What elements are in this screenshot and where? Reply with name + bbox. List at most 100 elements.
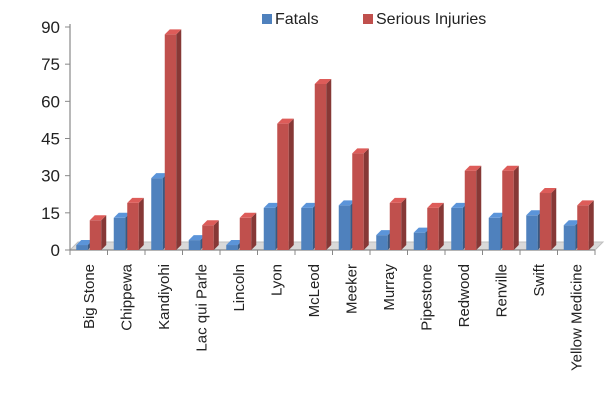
bar-side: [176, 29, 182, 250]
y-tick-label: 90: [41, 18, 60, 37]
y-tick-label: 15: [41, 204, 60, 223]
y-tick-label: 75: [41, 55, 60, 74]
bar-top: [151, 173, 168, 179]
y-tick-label: 60: [41, 92, 60, 111]
bar-top: [188, 235, 206, 241]
bar-top: [301, 202, 318, 208]
bar-serious-injuries: [577, 200, 594, 250]
bar-front: [277, 123, 289, 250]
legend-swatch-1: [363, 14, 373, 24]
bar-front: [202, 225, 214, 250]
y-tick-label: 0: [51, 241, 60, 260]
bar-side: [251, 212, 257, 250]
bar-top: [352, 148, 369, 154]
bar-front: [338, 205, 351, 250]
bar-serious-injuries: [202, 220, 219, 250]
bar-front: [263, 207, 276, 250]
bar-top: [577, 200, 594, 206]
bar-front: [502, 170, 514, 250]
bar-front: [413, 232, 426, 250]
bar-front: [526, 215, 538, 250]
bar-side: [438, 202, 444, 250]
bar-front: [563, 225, 576, 250]
bar-serious-injuries: [127, 197, 144, 250]
legend-label-0: Fatals: [275, 11, 319, 28]
bar-top: [427, 202, 444, 208]
bar-serious-injuries: [352, 148, 369, 250]
bar-front: [389, 202, 402, 250]
bar-serious-injuries: [464, 165, 482, 250]
bar-front: [301, 207, 313, 250]
bar-front: [488, 217, 501, 250]
bar-serious-injuries: [314, 78, 332, 250]
bar-top: [338, 200, 356, 206]
bar-front: [188, 240, 201, 250]
bar-serious-injuries: [164, 29, 182, 250]
x-category-label: Big Stone: [81, 264, 98, 329]
bar-serious-injuries: [389, 197, 407, 250]
x-category-label: Lac qui Parle: [193, 264, 210, 352]
legend-label-1: Serious Injuries: [376, 11, 486, 28]
bar-top: [539, 188, 557, 194]
y-tick-label: 45: [41, 130, 60, 149]
bar-front: [427, 207, 439, 250]
bar-top: [239, 212, 257, 218]
x-category-label: Kandiyohi: [156, 264, 173, 330]
bar-front: [164, 34, 177, 250]
bar-side: [288, 118, 294, 250]
bar-serious-injuries: [89, 215, 107, 250]
x-category-label: Yellow Medicine: [568, 264, 585, 371]
x-category-label: Redwood: [456, 264, 473, 327]
bar-top: [464, 165, 482, 171]
bar-top: [451, 202, 468, 208]
bar-front: [577, 205, 589, 250]
chart-floor: [68, 241, 605, 251]
bar-side: [138, 197, 144, 250]
bar-top: [563, 220, 581, 226]
x-category-label: Chippewa: [118, 263, 135, 330]
bar-front: [127, 202, 139, 250]
bar-front: [113, 217, 126, 250]
bar-top: [277, 118, 294, 124]
y-tick-labels: 0 15 30 45 60 75 90: [41, 18, 70, 260]
x-category-label: Swift: [531, 263, 548, 296]
legend: Fatals Serious Injuries: [262, 11, 486, 28]
bar-side: [101, 215, 107, 250]
bar-front: [451, 207, 463, 250]
bar-side: [513, 165, 519, 250]
bar-side: [476, 165, 482, 250]
bar-top: [413, 227, 431, 233]
bar-top: [263, 202, 281, 208]
bar-front: [239, 217, 252, 250]
bar-top: [89, 215, 107, 221]
bar-front: [151, 178, 163, 250]
x-category-label: McLeod: [306, 264, 323, 317]
bar-top: [202, 220, 219, 226]
bar-top: [314, 78, 332, 84]
bar-side: [588, 200, 594, 250]
bar-serious-injuries: [277, 118, 294, 250]
bar-side: [401, 197, 407, 250]
bar-top: [502, 165, 519, 171]
bar-front: [352, 153, 364, 250]
bar-side: [326, 78, 332, 250]
x-category-label: Murray: [381, 264, 398, 311]
bar-top: [488, 212, 506, 218]
bar-top: [113, 212, 131, 218]
x-category-label: Meeker: [343, 264, 360, 314]
bar-serious-injuries: [239, 212, 257, 250]
bar-side: [213, 220, 219, 250]
bar-top: [226, 240, 243, 246]
x-category-label: Renville: [493, 264, 510, 317]
bar-front: [539, 193, 552, 250]
y-tick-label: 30: [41, 167, 60, 186]
bar-top: [127, 197, 144, 203]
bar-side: [551, 188, 557, 250]
x-category-label: Lyon: [268, 264, 285, 296]
bar-front: [314, 83, 327, 250]
bar-front: [76, 245, 88, 250]
bar-top: [164, 29, 182, 35]
bar-side: [363, 148, 369, 250]
bar-serious-injuries: [539, 188, 557, 250]
